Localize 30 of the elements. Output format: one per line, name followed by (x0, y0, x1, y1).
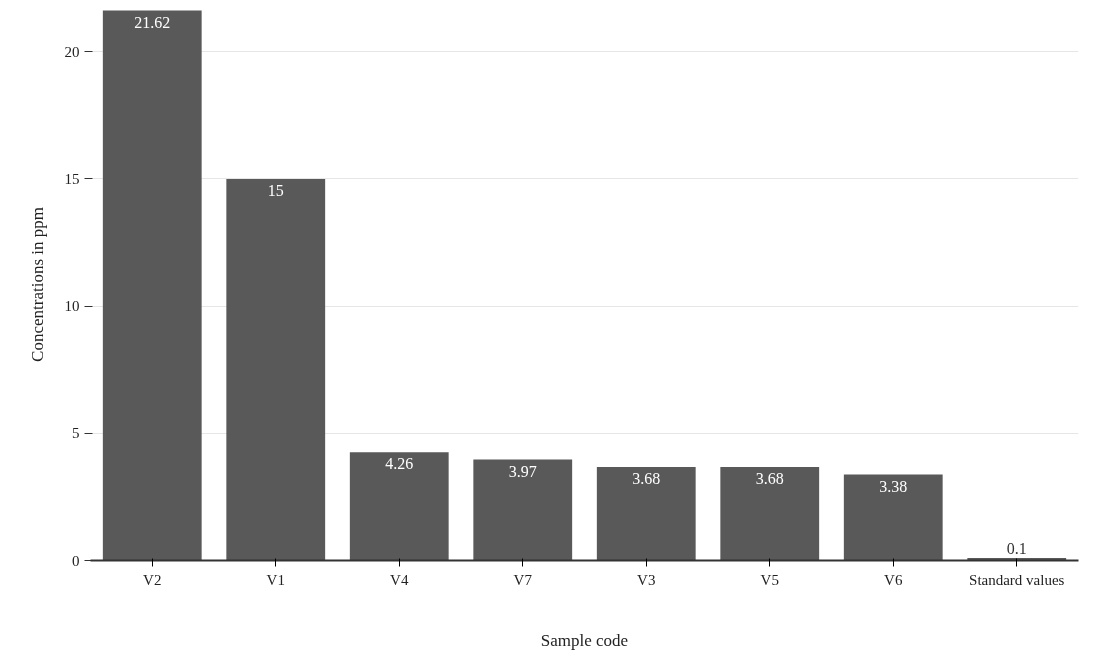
data-label: 15 (267, 181, 284, 199)
x-tick-label: V3 (637, 571, 656, 588)
bar (596, 466, 696, 561)
data-label: 3.68 (632, 469, 661, 487)
data-label: 3.97 (508, 462, 537, 480)
bar (349, 452, 449, 561)
bar (843, 474, 943, 561)
data-label: 3.38 (879, 477, 908, 495)
y-tick-label: 20 (64, 43, 80, 60)
bar (102, 10, 202, 561)
x-axis-title: Sample code (540, 630, 629, 650)
y-axis-title: Concentrations in ppm (27, 207, 47, 362)
bar (226, 178, 326, 561)
x-tick-label: Standard values (969, 571, 1065, 588)
x-tick-label: V5 (760, 571, 779, 588)
data-label: 4.26 (385, 455, 414, 473)
x-tick-label: V1 (266, 571, 285, 588)
y-tick-label: 15 (64, 170, 80, 187)
y-tick-label: 5 (72, 425, 80, 442)
x-tick-label: V7 (513, 571, 533, 588)
bar (720, 466, 820, 561)
y-tick-label: 10 (64, 298, 80, 315)
data-label: 3.68 (755, 469, 784, 487)
bar (473, 459, 573, 561)
x-tick-label: V4 (390, 571, 409, 588)
y-tick-label: 0 (72, 552, 80, 569)
data-label: 21.62 (134, 13, 171, 31)
x-tick-label: V6 (884, 571, 903, 588)
x-tick-label: V2 (143, 571, 162, 588)
data-label: 0.1 (1006, 539, 1027, 557)
